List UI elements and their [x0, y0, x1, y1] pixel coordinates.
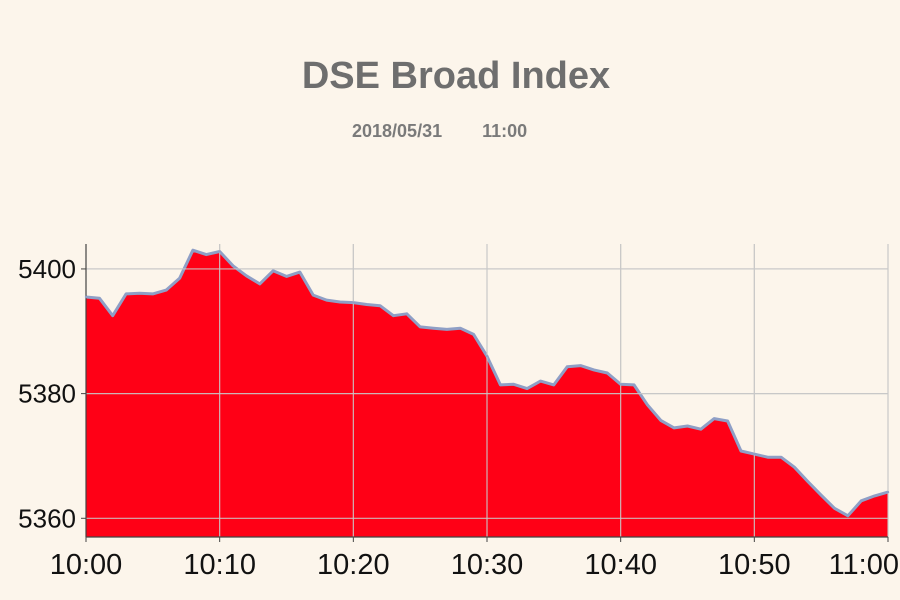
data-point	[552, 383, 555, 387]
data-point	[298, 270, 302, 274]
data-point	[793, 466, 796, 469]
data-point	[405, 312, 408, 315]
y-tick-labels: 5360 5380 5400	[18, 254, 76, 533]
data-point	[84, 295, 88, 299]
data-point	[726, 419, 729, 423]
data-point	[151, 292, 154, 296]
data-point	[271, 269, 275, 272]
x-tick-label: 10:10	[183, 549, 256, 581]
data-point	[191, 249, 195, 252]
data-point	[338, 300, 342, 304]
data-point	[499, 383, 502, 387]
data-point	[606, 371, 609, 375]
data-point	[432, 327, 435, 330]
x-tick-labels: 10:00 10:10 10:20 10:30 10:40 10:50 11:00	[50, 549, 899, 581]
x-tick-label: 11:00	[829, 549, 899, 581]
data-point	[672, 426, 676, 430]
y-tick-label: 5400	[18, 254, 76, 284]
x-tick-label: 10:30	[451, 549, 524, 581]
data-point	[445, 328, 449, 331]
data-point	[806, 480, 809, 483]
data-point	[111, 314, 114, 317]
data-point	[258, 282, 261, 286]
data-point	[285, 275, 288, 278]
data-point	[659, 419, 662, 422]
data-point	[245, 274, 248, 277]
x-tick-label: 10:20	[317, 549, 390, 581]
data-point	[833, 507, 836, 510]
data-point	[365, 303, 368, 306]
data-point	[378, 304, 382, 307]
data-point	[886, 490, 890, 494]
y-tick-label: 5380	[18, 379, 76, 409]
y-tick-label: 5360	[18, 503, 76, 533]
data-point	[739, 449, 743, 453]
chart-time: 11:00	[482, 121, 528, 141]
data-point	[352, 301, 355, 304]
data-point	[766, 456, 769, 459]
data-point	[753, 452, 756, 456]
data-point	[873, 494, 876, 498]
data-point	[646, 403, 649, 406]
data-point	[579, 364, 582, 367]
chart-date: 2018/05/31	[352, 121, 443, 141]
data-point	[713, 417, 716, 420]
chart-subtitle: 2018/05/31 11:00	[352, 121, 527, 142]
data-points	[84, 249, 890, 517]
data-point	[566, 365, 569, 368]
data-point	[485, 355, 489, 358]
data-point	[231, 264, 235, 267]
data-point	[165, 288, 168, 292]
data-point	[820, 494, 823, 497]
data-point	[459, 327, 462, 330]
data-point	[472, 333, 475, 336]
data-point	[699, 428, 703, 431]
data-point	[686, 424, 689, 428]
chart-title: DSE Broad Index	[301, 55, 611, 97]
data-point	[138, 292, 141, 295]
data-point	[124, 292, 128, 296]
x-tick-label: 10:50	[718, 549, 791, 581]
data-point	[846, 514, 850, 517]
data-point	[178, 277, 181, 280]
data-point	[392, 314, 395, 317]
axes	[81, 244, 889, 542]
data-point	[98, 297, 101, 300]
x-tick-label: 10:00	[50, 549, 123, 581]
data-point	[619, 383, 622, 386]
data-point	[325, 298, 328, 302]
data-point	[512, 383, 515, 386]
data-point	[539, 379, 542, 383]
x-tick-label: 10:40	[584, 549, 657, 581]
data-point	[312, 293, 315, 297]
data-point	[592, 368, 596, 372]
data-point	[525, 387, 529, 390]
data-point	[860, 499, 863, 502]
data-point	[218, 250, 221, 253]
data-point	[779, 456, 783, 459]
data-point	[419, 325, 422, 329]
data-point	[632, 383, 636, 387]
data-point	[205, 253, 208, 256]
